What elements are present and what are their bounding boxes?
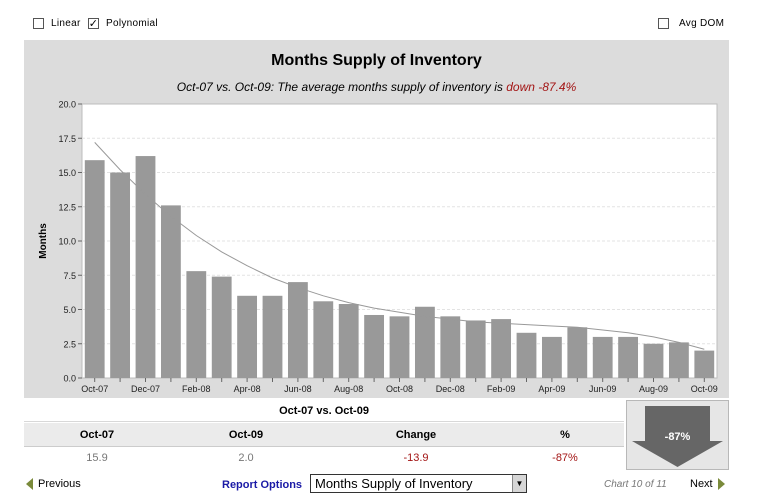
chart-panel: Months Supply of Inventory Oct-07 vs. Oc… [24, 40, 729, 398]
bar [287, 282, 308, 378]
summary-table: Oct-07 vs. Oct-09 Oct-07 Oct-09 Change %… [24, 400, 624, 470]
linear-label: Linear [51, 18, 81, 29]
x-tick-label: Apr-09 [538, 384, 565, 394]
x-tick-label: Apr-08 [234, 384, 261, 394]
bar [338, 304, 359, 378]
y-tick-label: 10.0 [58, 237, 76, 247]
bar [313, 301, 334, 378]
bar [135, 156, 156, 378]
bar [110, 172, 131, 378]
y-tick-label: 5.0 [63, 305, 76, 315]
dropdown-arrow-icon[interactable]: ▼ [512, 475, 526, 492]
bar [516, 332, 537, 378]
val-percent: -87% [552, 452, 578, 464]
bar [668, 342, 689, 378]
y-tick-label: 17.5 [58, 134, 76, 144]
chart-title: Months Supply of Inventory [271, 52, 482, 69]
trend-line [94, 142, 705, 350]
chart-counter: Chart 10 of 11 [604, 479, 667, 490]
bar [84, 160, 105, 378]
x-tick-label: Oct-08 [386, 384, 413, 394]
y-axis-label: Months [38, 223, 49, 259]
col-start: Oct-07 [79, 429, 115, 441]
y-tick-label: 2.5 [63, 339, 76, 349]
bar [567, 327, 588, 378]
linear-option[interactable]: Linear [33, 18, 81, 29]
val-end: 2.0 [238, 452, 254, 464]
x-tick-label: Jun-09 [589, 384, 617, 394]
x-tick-label: Aug-09 [639, 384, 668, 394]
col-change: Change [395, 429, 437, 441]
bar [694, 350, 715, 378]
bar [465, 320, 486, 378]
avg-dom-checkbox[interactable] [658, 18, 669, 29]
bar [211, 276, 232, 378]
bar [541, 336, 562, 378]
subtitle-text: Oct-07 vs. Oct-09: The average months su… [176, 80, 507, 94]
x-tick-label: Feb-08 [182, 384, 211, 394]
subtitle-change: down -87.4% [506, 80, 577, 94]
x-tick-label: Oct-07 [81, 384, 108, 394]
linear-checkbox[interactable] [33, 18, 44, 29]
bar [237, 295, 258, 378]
next-label: Next [690, 478, 713, 490]
summary-value-row: 15.9 2.0 -13.9 -87% [24, 448, 624, 470]
bar [592, 336, 613, 378]
change-indicator-label: -87% [664, 431, 691, 443]
bar [262, 295, 283, 378]
x-tick-label: Feb-09 [487, 384, 516, 394]
previous-label: Previous [38, 478, 81, 490]
report-options-link[interactable]: Report Options [222, 479, 303, 491]
bar-chart: 0.0 2.5 5.0 7.5 10.0 12.5 15.0 17.5 20.0 Oct-07 De… [38, 100, 718, 395]
bar [186, 271, 207, 378]
y-tick-label: 12.5 [58, 202, 76, 212]
previous-link[interactable]: Previous [26, 478, 81, 490]
bar [618, 336, 639, 378]
x-tick-label: Oct-09 [691, 384, 718, 394]
polynomial-label: Polynomial [106, 18, 158, 29]
y-tick-label: 20.0 [58, 100, 76, 110]
avg-dom-option[interactable]: Avg DOM [658, 18, 724, 29]
bar [440, 316, 461, 378]
x-tick-label: Aug-08 [334, 384, 363, 394]
next-link[interactable]: Next [690, 478, 725, 490]
y-tick-label: 7.5 [63, 271, 76, 281]
bar [364, 314, 385, 378]
report-select[interactable]: Months Supply of Inventory ▼ [310, 474, 527, 493]
summary-header-row: Oct-07 Oct-09 Change % [24, 423, 624, 447]
next-arrow-icon [717, 478, 725, 490]
report-select-value: Months Supply of Inventory [315, 476, 473, 491]
chart-subtitle: Oct-07 vs. Oct-09: The average months su… [24, 80, 729, 94]
avg-dom-label: Avg DOM [679, 18, 725, 29]
y-tick-label: 15.0 [58, 168, 76, 178]
summary-heading: Oct-07 vs. Oct-09 [24, 400, 624, 422]
down-arrow-icon [632, 406, 723, 467]
val-start: 15.9 [86, 452, 108, 464]
polynomial-checkbox[interactable]: ✓ [88, 17, 99, 30]
col-percent: % [560, 429, 570, 441]
change-indicator: -87% [626, 400, 729, 470]
x-tick-label: Dec-08 [436, 384, 465, 394]
bar [643, 343, 664, 378]
x-tick-label: Dec-07 [131, 384, 160, 394]
col-end: Oct-09 [228, 429, 264, 441]
bar [491, 319, 512, 378]
x-tick-label: Jun-08 [284, 384, 312, 394]
val-change: -13.9 [403, 452, 429, 464]
bar [389, 316, 410, 378]
bar [160, 205, 181, 378]
previous-arrow-icon [26, 478, 33, 490]
polynomial-option[interactable]: ✓ Polynomial [88, 18, 158, 29]
bar [414, 306, 435, 378]
y-tick-label: 0.0 [63, 374, 76, 384]
